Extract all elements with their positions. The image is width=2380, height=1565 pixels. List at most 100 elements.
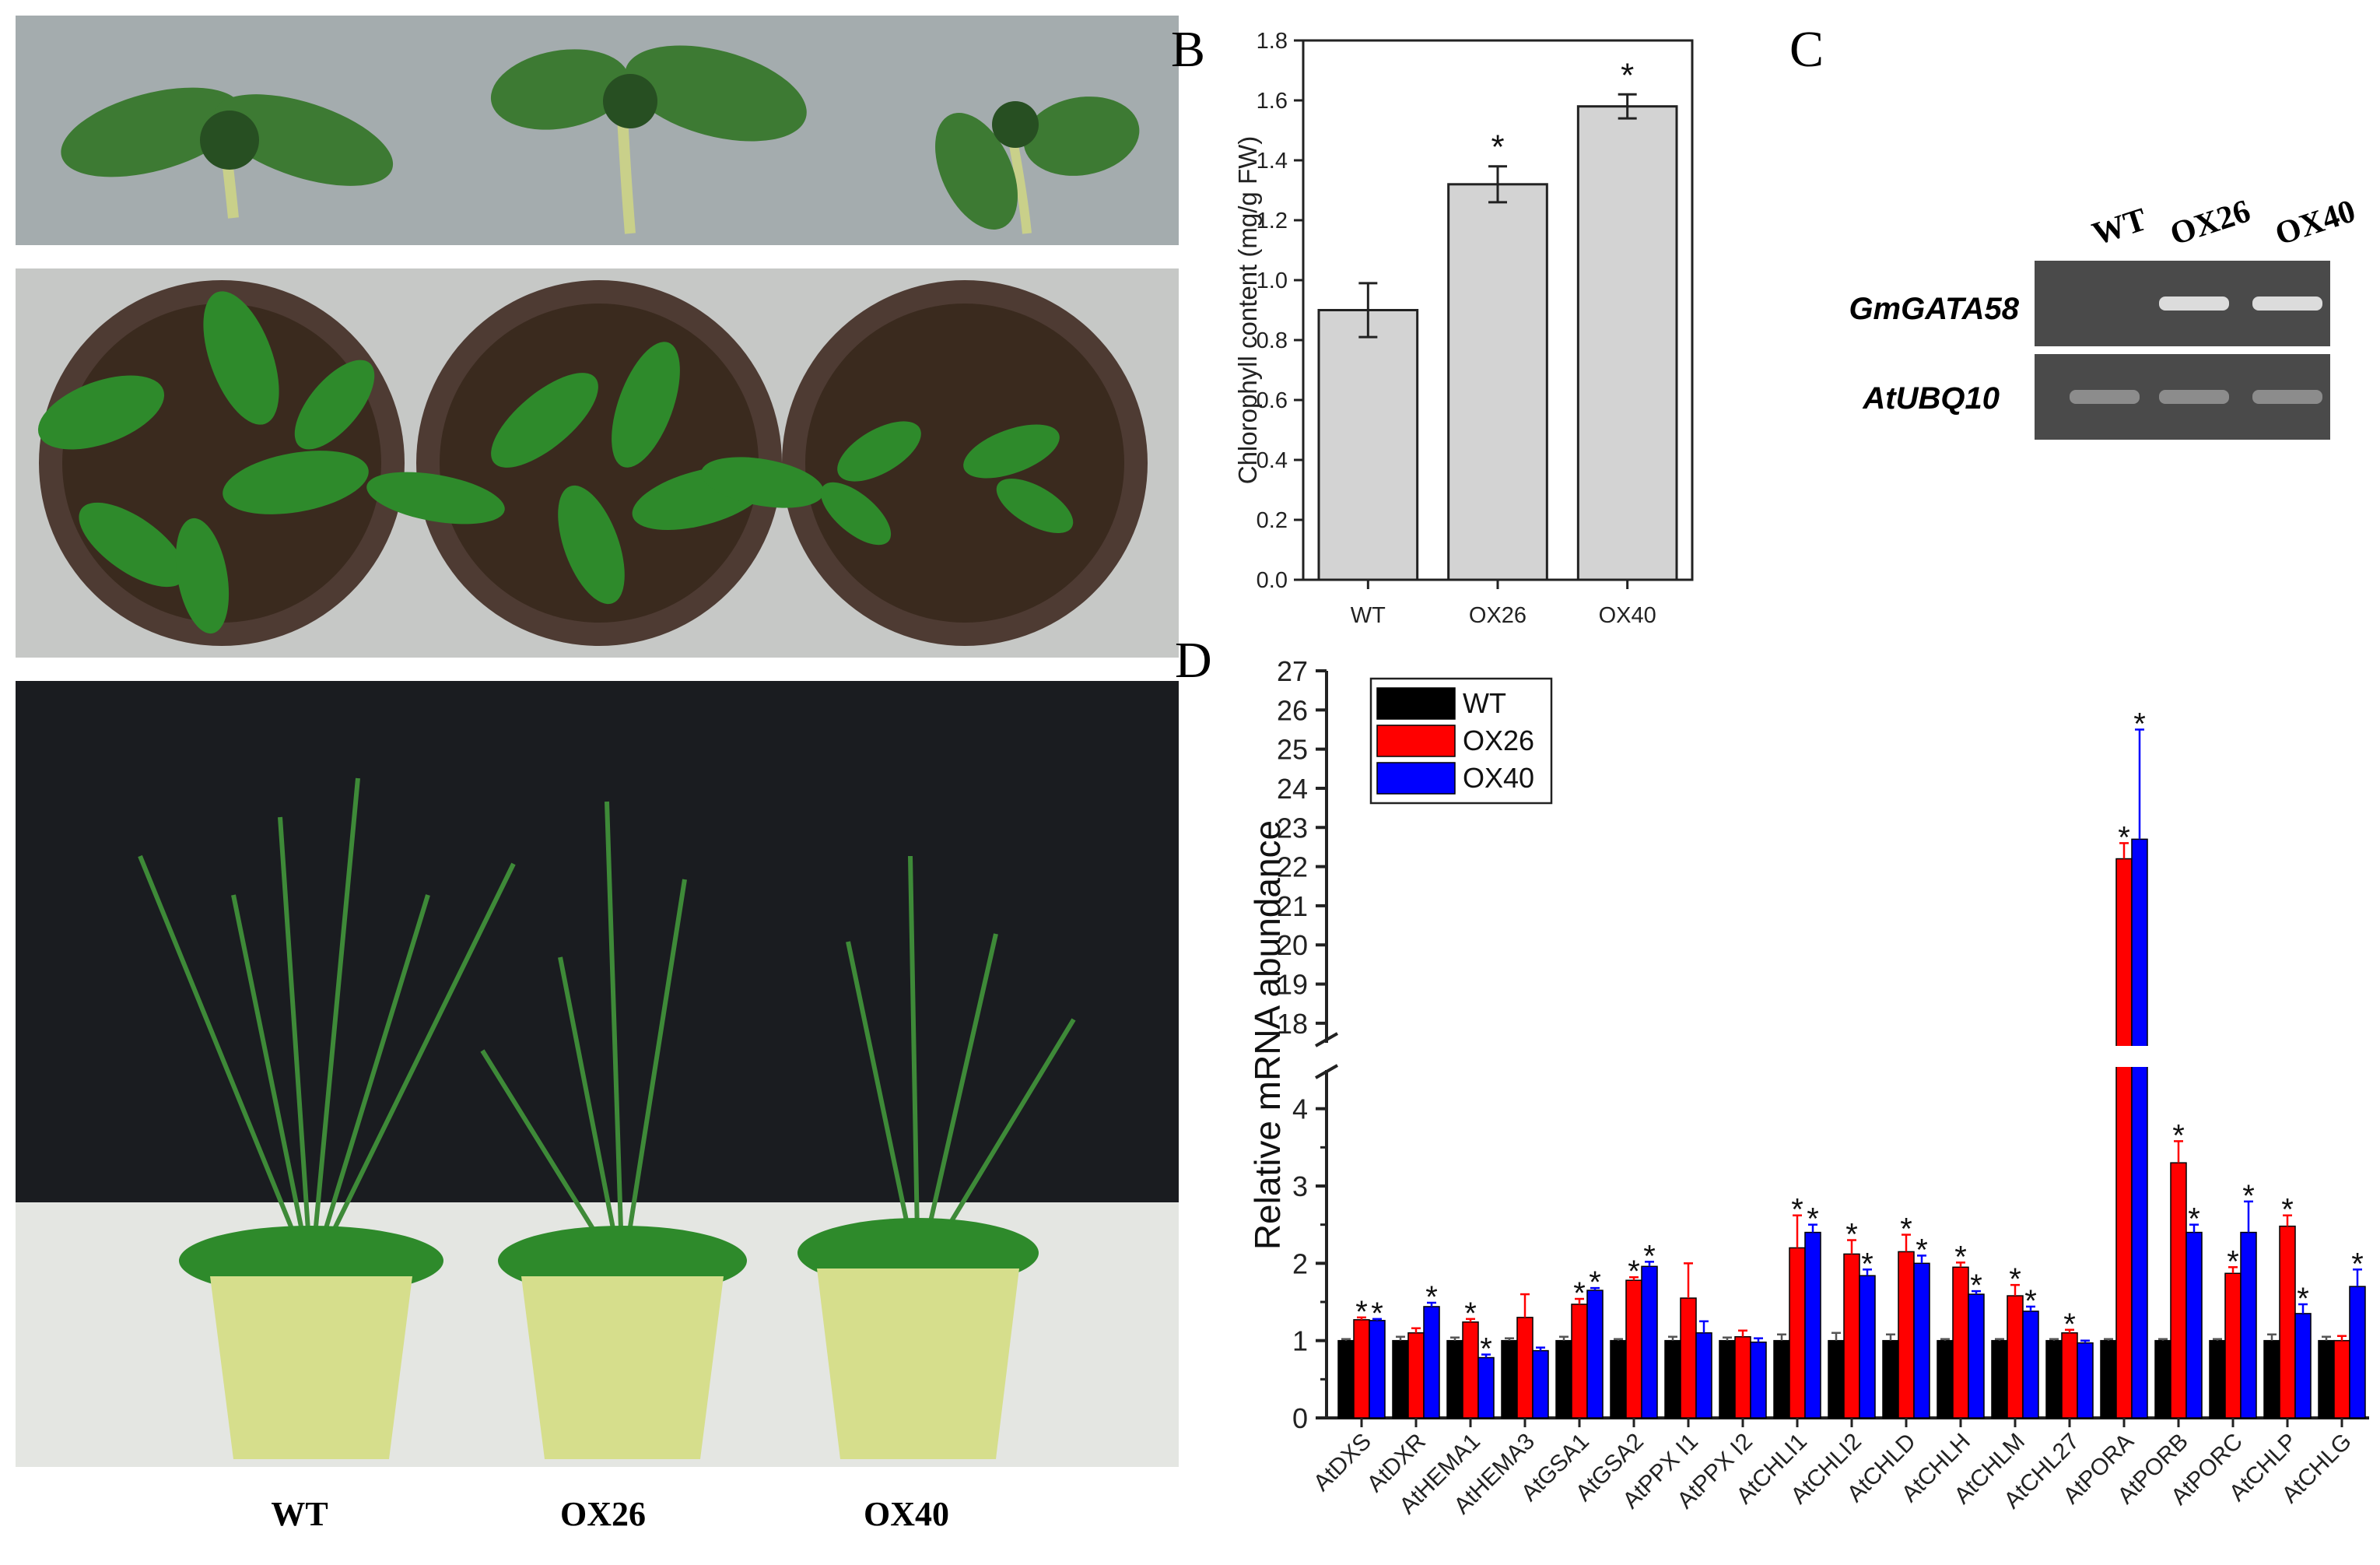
bar [1576,105,1678,581]
significance-star: * [1861,1247,1874,1281]
bar [2170,1162,2187,1419]
bar [2294,1313,2312,1419]
bar [1625,1279,1642,1419]
significance-star: * [1900,1212,1912,1247]
bar [1734,1335,1751,1419]
bar [1750,1341,1767,1419]
bar [2022,1311,2039,1419]
bar [1882,1339,1899,1419]
significance-star: * [1954,1240,1967,1274]
significance-star: * [2281,1193,2294,1227]
bar [1968,1293,1985,1419]
significance-star: * [2133,707,2146,741]
bar [1407,1332,1425,1419]
bar [1898,1251,1915,1419]
bar [1447,183,1548,581]
significance-star: * [1355,1295,1368,1329]
bar [2279,1225,2296,1419]
gel-lane-label-wt: WT [2088,202,2151,252]
gel-lane-label-ox26: OX26 [2166,193,2255,252]
legend-label: OX40 [1463,762,1534,794]
bar [2185,1231,2203,1419]
bar [2349,1286,2366,1419]
gel-band [2159,297,2229,311]
bar-break-gap [2115,1046,2133,1067]
y-tick-label: 1.8 [1257,29,1288,54]
gel-gene-label-gmgata58: GmGATA58 [1849,292,2019,326]
bar [1641,1265,1658,1419]
significance-star: * [1425,1280,1438,1314]
gel-lane-label-ox40: OX40 [2271,193,2360,252]
significance-star: * [2351,1247,2364,1281]
significance-star: * [1621,56,1634,94]
significance-star: * [2063,1307,2076,1342]
bar [1532,1349,1549,1419]
panel-label-d: D [1175,632,1212,689]
significance-star: * [2009,1262,2021,1297]
significance-star: * [1491,128,1504,167]
bar [1317,309,1419,581]
significance-star: * [2188,1202,2200,1237]
bar [1937,1339,1954,1419]
significance-star: * [1628,1254,1640,1289]
bar [1719,1339,1736,1419]
y-tick-label: 1.0 [1257,268,1288,293]
significance-star: * [1791,1193,1803,1227]
bar [1773,1339,1790,1419]
genotype-label-wt: WT [271,1495,328,1533]
y-tick-label: 2 [1292,1247,1308,1279]
legend-swatch [1376,725,1456,757]
bar [2263,1339,2280,1419]
axis-break-mark [1315,1032,1338,1047]
bar [1804,1231,1821,1419]
seedling-photo [16,16,1179,245]
y-tick-label: 27 [1277,655,1308,687]
genotype-label-ox26: OX26 [560,1495,646,1533]
bar [1664,1339,1681,1419]
significance-star: * [1573,1276,1586,1311]
y-tick-label: 1.2 [1257,209,1288,233]
bar [1392,1339,1409,1419]
y-tick-label: 26 [1277,694,1308,726]
bar [2045,1339,2063,1419]
bar [2154,1339,2171,1419]
gel-band [2159,390,2229,404]
y-tick-label: 22 [1277,851,1308,883]
significance-star: * [2024,1284,2037,1318]
bar [2007,1295,2024,1419]
gel-band [2070,390,2140,404]
x-tick-label: OX26 [1469,603,1526,628]
bar [2240,1231,2257,1419]
bar [1555,1339,1572,1419]
y-axis-title: Relative mRNA abundance [1247,820,1288,1250]
significance-star: * [1589,1265,1601,1300]
significance-star: * [1464,1297,1477,1331]
y-tick-label: 4 [1292,1093,1308,1125]
bar [1571,1304,1588,1419]
bar [1501,1339,1518,1419]
legend-swatch [1376,687,1456,720]
significance-star: * [1371,1297,1383,1331]
legend-label: WT [1463,687,1506,719]
y-tick-label: 19 [1277,969,1308,1001]
bar [1423,1306,1440,1419]
bar [2209,1339,2226,1419]
significance-star: * [1480,1332,1492,1367]
panel-label-c: C [1789,21,1824,78]
bar-break-gap [2131,1046,2148,1067]
y-tick-label: 18 [1277,1008,1308,1040]
bar [2318,1339,2335,1419]
gel-image: WT OX26 OX40 GmGATA58 AtUBQ10 [1849,193,2360,440]
y-tick-label: 3 [1292,1170,1308,1202]
significance-star: * [1807,1202,1819,1237]
significance-star: * [1970,1268,1982,1303]
y-tick-label: 20 [1277,929,1308,961]
legend-swatch [1376,762,1456,795]
significance-star: * [2172,1118,2185,1153]
bar [1828,1339,1845,1419]
gel-gene-label-atubq10: AtUBQ10 [1862,381,2000,416]
bar [2077,1342,2094,1419]
significance-star: * [2118,820,2130,854]
